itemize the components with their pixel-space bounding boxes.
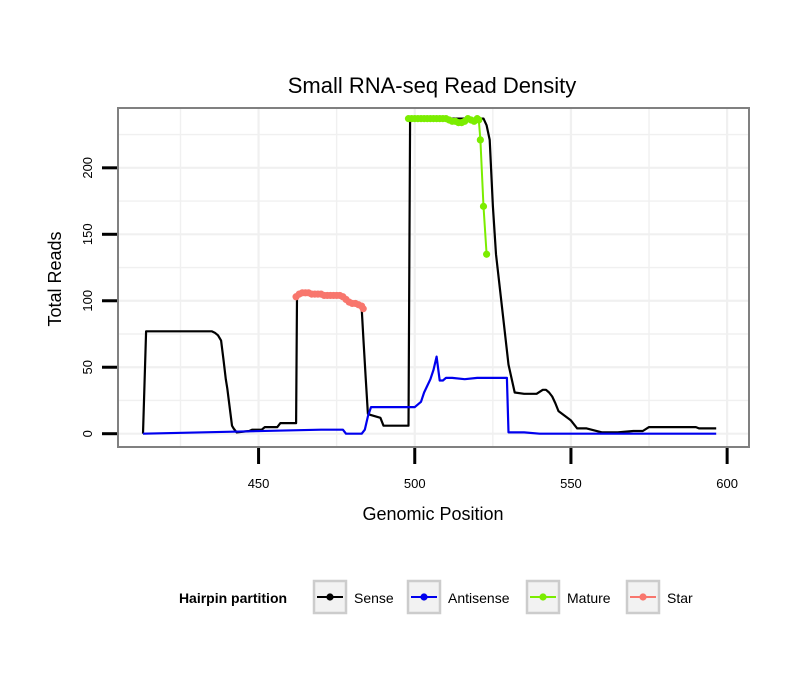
- data-point-mature: [475, 116, 483, 124]
- legend-key-point-mature: [539, 593, 547, 601]
- chart-title: Small RNA-seq Read Density: [288, 73, 577, 98]
- legend-key-point-star: [639, 593, 647, 601]
- panel-background: [118, 108, 749, 447]
- x-tick-label: 550: [560, 476, 582, 491]
- series-line-sense: [141, 117, 717, 434]
- data-point-star: [359, 305, 367, 313]
- series-mature: [404, 115, 491, 258]
- y-tick-label: 50: [80, 360, 95, 374]
- x-tick-label: 500: [404, 476, 426, 491]
- y-axis-title: Total Reads: [45, 231, 65, 326]
- x-axis-title: Genomic Position: [362, 504, 503, 524]
- series-antisense: [142, 355, 717, 435]
- data-point-mature: [479, 202, 488, 210]
- legend-item-sense: Sense: [312, 579, 394, 615]
- x-axis: 450 500 550 600: [248, 448, 738, 491]
- data-point-mature: [483, 250, 491, 258]
- legend-key-point-antisense: [420, 593, 428, 601]
- plot-panel: [118, 108, 749, 447]
- y-tick-label: 0: [80, 430, 95, 437]
- legend-label-mature: Mature: [567, 590, 611, 606]
- y-tick-label: 200: [80, 157, 95, 179]
- legend-key-point-sense: [326, 593, 334, 601]
- legend-label-sense: Sense: [354, 590, 394, 606]
- legend-title: Hairpin partition: [179, 590, 287, 606]
- x-tick-label: 450: [248, 476, 270, 491]
- legend-item-antisense: Antisense: [406, 579, 510, 615]
- y-tick-label: 100: [80, 290, 95, 312]
- series-star: [292, 289, 367, 313]
- series-layer: [141, 115, 717, 435]
- x-tick-label: 600: [716, 476, 738, 491]
- series-line-antisense: [142, 355, 717, 435]
- panel-border: [117, 107, 750, 448]
- legend-item-star: Star: [625, 579, 693, 615]
- legend-item-mature: Mature: [525, 579, 611, 615]
- series-sense: [141, 117, 717, 434]
- y-tick-label: 150: [80, 223, 95, 245]
- y-axis: 0 50 100 150 200: [80, 157, 117, 437]
- legend: Hairpin partition Sense Antisense Mature St…: [179, 579, 693, 615]
- data-point-mature: [476, 136, 484, 144]
- legend-label-star: Star: [667, 590, 693, 606]
- legend-label-antisense: Antisense: [448, 590, 510, 606]
